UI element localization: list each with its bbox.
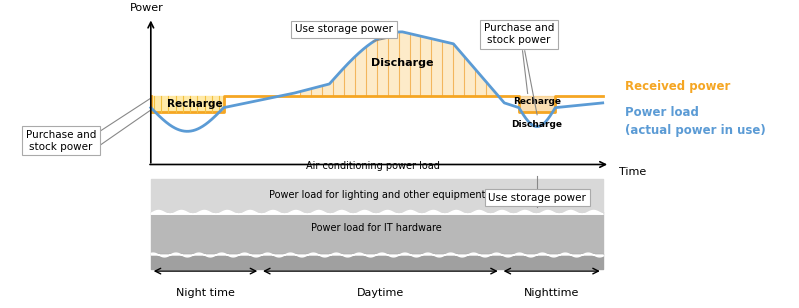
Text: Power load for IT hardware: Power load for IT hardware (312, 223, 442, 233)
Text: Recharge: Recharge (167, 99, 222, 109)
Text: (actual power in use): (actual power in use) (625, 124, 765, 137)
Text: Daytime: Daytime (357, 288, 404, 298)
Text: Power load: Power load (625, 106, 698, 119)
Text: Purchase and
stock power: Purchase and stock power (26, 130, 97, 152)
Text: Power: Power (130, 3, 164, 13)
Text: Time: Time (618, 167, 646, 177)
Text: Power load for lighting and other equipment: Power load for lighting and other equipm… (268, 190, 485, 200)
Text: Received power: Received power (625, 80, 730, 93)
Text: Discharge: Discharge (511, 120, 562, 129)
Text: Night time: Night time (176, 288, 235, 298)
Text: Purchase and
stock power: Purchase and stock power (483, 23, 554, 45)
Text: Nighttime: Nighttime (524, 288, 579, 298)
Text: Discharge: Discharge (371, 58, 434, 68)
Text: Use storage power: Use storage power (295, 24, 393, 34)
Text: Air conditioning power load: Air conditioning power load (306, 161, 440, 171)
Text: Recharge: Recharge (513, 97, 561, 106)
Text: Use storage power: Use storage power (488, 192, 586, 203)
